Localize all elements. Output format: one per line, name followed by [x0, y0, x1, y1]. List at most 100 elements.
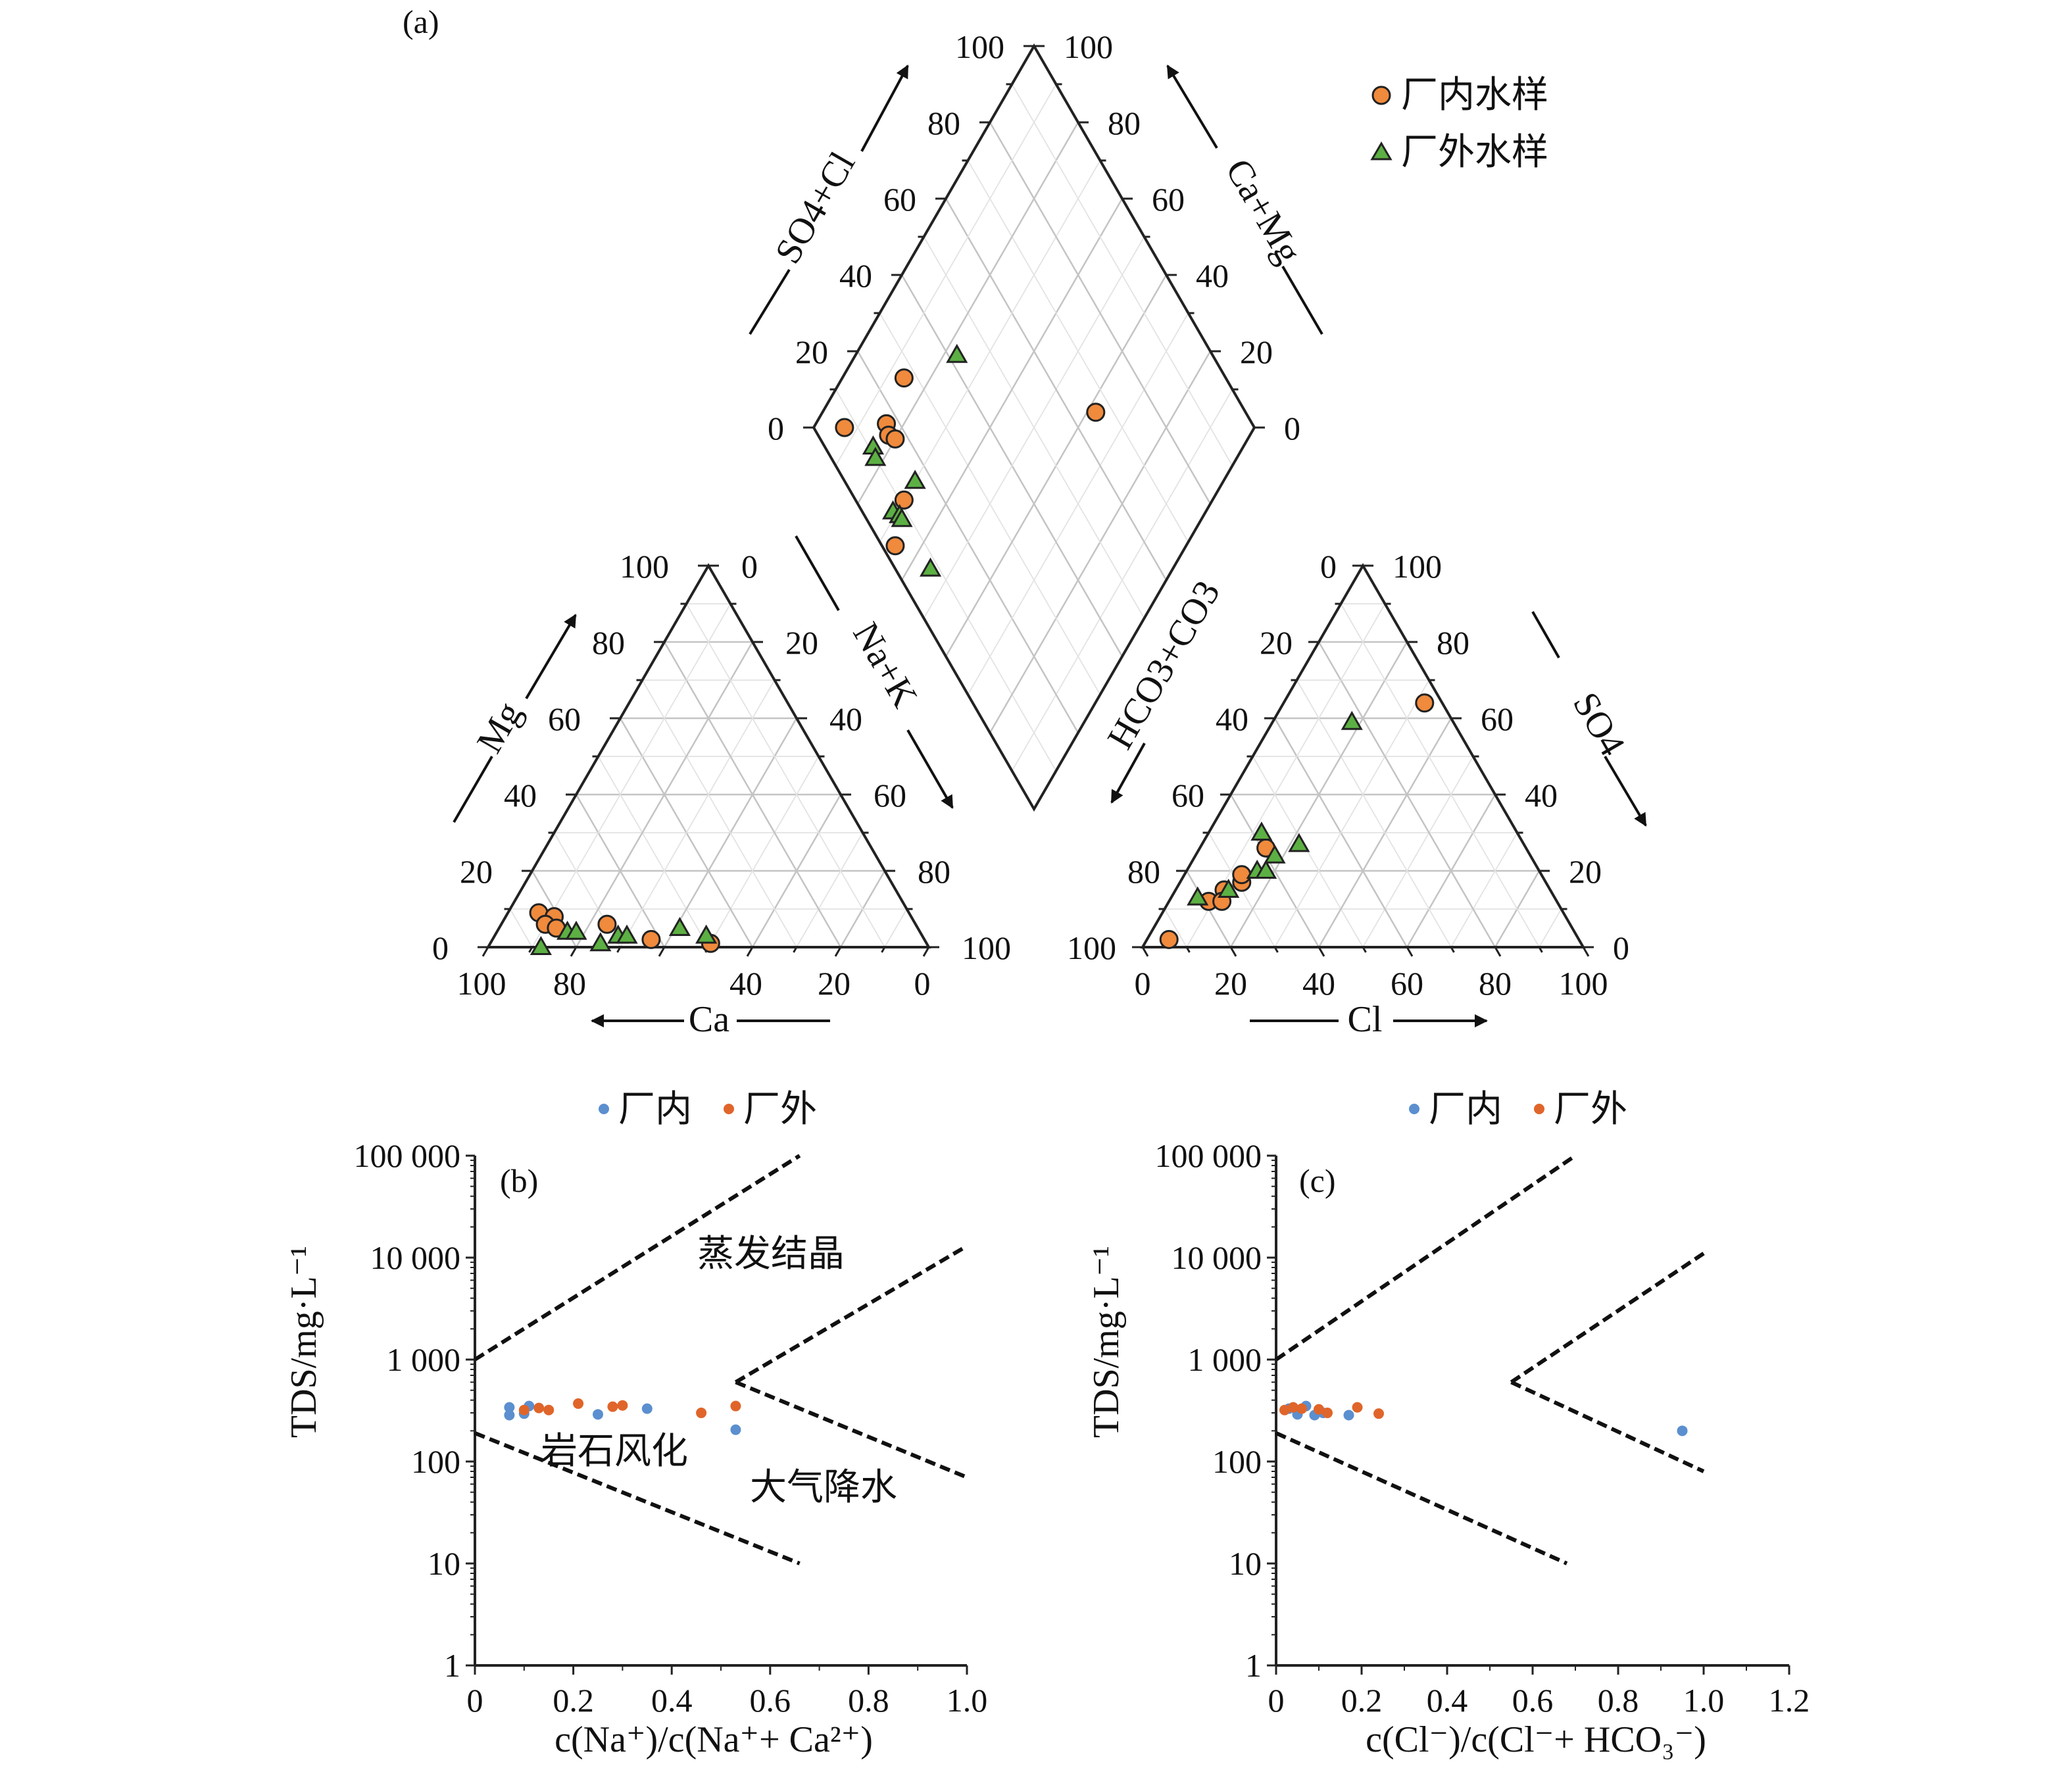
panel-b-point-in	[730, 1424, 741, 1435]
panel-b-x-tick-label: 0.4	[651, 1682, 693, 1719]
panel-c-x-tick-label: 0.6	[1512, 1682, 1554, 1719]
cation-triangle-grid-line	[663, 641, 842, 948]
panel-b-chart: 厂内 厂外 (b) 1 10 100 1 000 10 000 100 000 0 0.2 0.…	[284, 1089, 987, 1760]
hco3-tick-label: 60	[1172, 777, 1204, 814]
panel-c-x-tick-label: 0	[1268, 1682, 1285, 1719]
anion-point-out	[1288, 833, 1310, 852]
legend-triangle-marker	[1370, 141, 1393, 160]
ca-tick-label: 20	[818, 965, 851, 1002]
so4-tick-label: 100	[1393, 548, 1442, 585]
panel-c-y-tick-label: 1	[1245, 1647, 1262, 1684]
panel-c-point-out	[1296, 1403, 1307, 1414]
legend-c-in-label: 厂内	[1429, 1089, 1502, 1130]
so4cl-axis-title: SO4+Cl	[768, 145, 864, 270]
panel-c-x-tick-label: 0.2	[1341, 1682, 1383, 1719]
panel-b-label: (b)	[500, 1162, 538, 1199]
panel-c-point-in	[1343, 1410, 1354, 1421]
panel-b-point-out	[617, 1400, 628, 1411]
camg-tick-label: 60	[1152, 181, 1185, 218]
edge-tick	[1450, 946, 1455, 953]
anion-triangle-grid-line	[1164, 908, 1187, 948]
edge-tick	[1318, 946, 1325, 957]
legend-c-out-label: 厂外	[1554, 1089, 1627, 1130]
so4cl-tick-label: 100	[955, 28, 1004, 65]
edge-tick	[1362, 946, 1367, 953]
panel-a-label: (a)	[403, 3, 439, 40]
so4-tick-label: 20	[1569, 853, 1602, 890]
cation-point-out	[589, 932, 612, 952]
panel-c-xlabel: c(Cl⁻)/c(Cl⁻+ HCO₃⁻)	[1366, 1719, 1706, 1760]
diamond-point-out	[904, 470, 926, 489]
anion-point-in	[1232, 865, 1252, 885]
panel-b-y-tick-label: 100	[411, 1443, 460, 1480]
panel-c-boundary-line	[1275, 1154, 1577, 1362]
nak-tick-label: 80	[918, 853, 950, 890]
anion-point-out	[1250, 821, 1273, 841]
cation-point-in	[597, 914, 617, 934]
anion-point-in	[1415, 693, 1435, 713]
panel-c-ylabel: TDS/mg·L⁻¹	[1086, 1246, 1127, 1438]
anion-triangle-grid-line	[1340, 603, 1540, 948]
region-rock-weathering: 岩石风化	[541, 1431, 688, 1472]
diamond-point-in	[894, 490, 914, 510]
panel-c-x-tick-label: 0.4	[1427, 1682, 1468, 1719]
so4-axis-arrow	[1604, 755, 1647, 827]
panel-c-boundary-line	[1510, 1380, 1705, 1473]
anion-point-out	[1255, 859, 1277, 879]
hco3-tick-label: 20	[1260, 624, 1293, 661]
legend-b-out-label: 厂外	[743, 1089, 817, 1130]
cation-point-out	[668, 916, 691, 936]
panel-c-point-out	[1279, 1404, 1290, 1415]
so4-axis-title: SO4	[1565, 685, 1633, 762]
anion-point-out	[1341, 710, 1363, 730]
camg-tick-label: 40	[1196, 257, 1229, 294]
legend-b-out-dot	[724, 1104, 734, 1114]
edge-tick	[481, 946, 489, 957]
so4cl-tick-label: 80	[927, 105, 960, 141]
anion-triangle-grid-line	[1229, 641, 1408, 948]
diamond-grid-line	[923, 236, 1145, 619]
edge-tick	[1141, 946, 1149, 957]
anion-point-out	[1218, 878, 1240, 898]
piper-grid	[509, 84, 1562, 948]
nak-tick-label: 100	[962, 929, 1011, 966]
panel-c-y-tick-label: 10	[1229, 1545, 1262, 1582]
edge-tick	[1229, 946, 1237, 957]
mg-axis-line	[453, 755, 493, 824]
diamond-grid-line	[945, 198, 1168, 581]
panel-c-point-in	[1677, 1425, 1688, 1437]
piper-legend: 厂内水样 厂外水样	[1370, 75, 1548, 173]
so4cl-axis-line	[749, 268, 791, 335]
mg-tick-label: 100	[620, 548, 669, 585]
panel-c-boundary-line	[1275, 1431, 1568, 1565]
mg-tick-label: 60	[548, 701, 581, 737]
ca-tick-label: 80	[553, 965, 586, 1002]
anion-triangle-grid-line	[1362, 756, 1474, 948]
anion-point-out	[1264, 844, 1286, 864]
diamond-point-in	[894, 368, 914, 388]
panel-b-point-in	[504, 1410, 515, 1421]
anion-triangle-grid-line	[1539, 908, 1562, 948]
panel-b-y-tick-label: 1	[444, 1647, 460, 1684]
panel-c-x-tick-label: 1.2	[1769, 1682, 1810, 1719]
so4cl-axis-arrow	[860, 64, 909, 152]
so4cl-tick-label: 60	[883, 181, 916, 218]
diamond-point-out	[919, 557, 942, 577]
panel-b-boundary-line	[734, 1244, 968, 1384]
edge-tick	[658, 946, 666, 957]
mg-tick-label: 40	[504, 777, 537, 814]
anion-triangle-grid-line	[1318, 641, 1496, 948]
mg-tick-label: 20	[460, 853, 493, 890]
mg-tick-label: 80	[592, 624, 625, 661]
nak-tick-label: 40	[829, 701, 862, 737]
camg-tick-label: 100	[1064, 28, 1113, 65]
cl-tick-label: 40	[1302, 965, 1335, 1002]
panel-c-x-tick-label: 0.8	[1598, 1682, 1639, 1719]
diamond-point-out	[891, 508, 913, 528]
edge-tick	[1406, 946, 1414, 957]
panel-b-y-tick-label: 100 000	[354, 1137, 461, 1174]
panel-b-point-out	[518, 1404, 530, 1415]
